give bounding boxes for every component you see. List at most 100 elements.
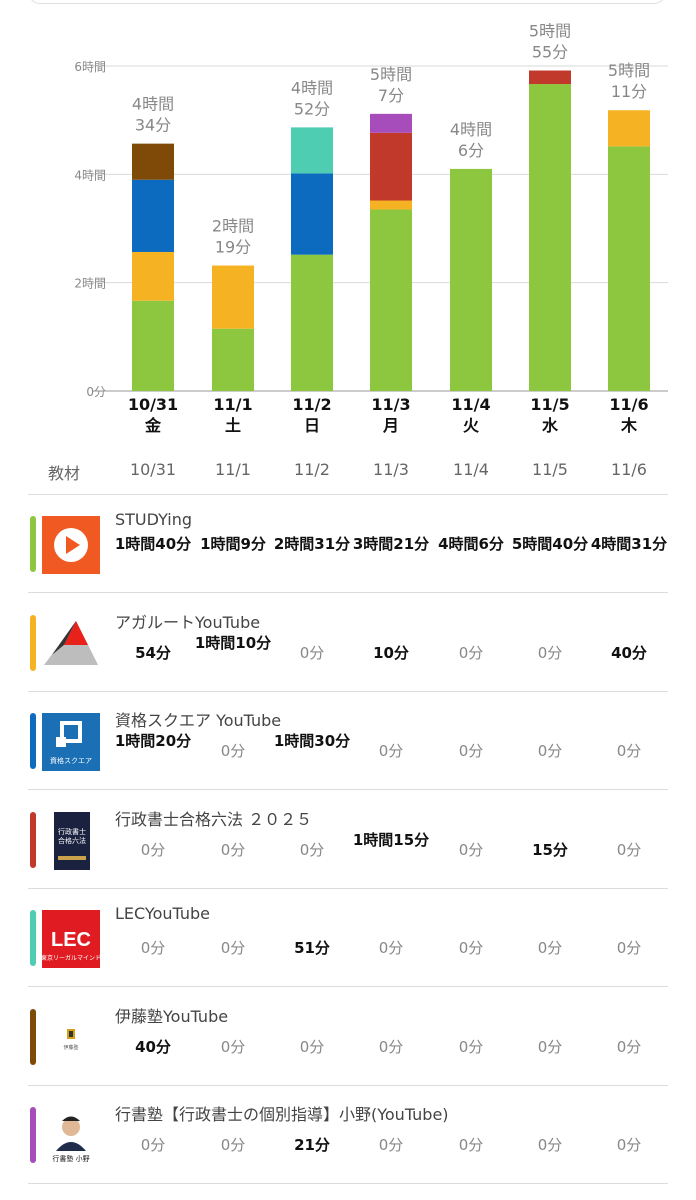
time-cell: 0分 bbox=[458, 742, 484, 760]
x-tick-weekday: 日 bbox=[304, 416, 320, 435]
material-title: 行政書士合格六法 ２０２５ bbox=[115, 809, 313, 829]
time-cell: 0分 bbox=[140, 1136, 166, 1154]
time-cell: 4時間6分 bbox=[438, 535, 504, 553]
bar-segment bbox=[529, 70, 571, 85]
y-tick-label: 4時間 bbox=[74, 168, 106, 182]
x-tick-weekday: 火 bbox=[463, 416, 480, 435]
x-tick-weekday: 金 bbox=[144, 416, 162, 435]
header-date: 11/3 bbox=[373, 460, 409, 479]
total-label-minutes: 7分 bbox=[378, 86, 404, 105]
x-tick-date: 10/31 bbox=[128, 395, 178, 414]
time-cell: 0分 bbox=[458, 1037, 484, 1056]
total-label-hours: 5時間 bbox=[370, 65, 412, 84]
time-cell: 2時間31分 bbox=[273, 535, 351, 553]
bar-segment bbox=[132, 179, 174, 252]
series-color-bar bbox=[30, 516, 36, 572]
material-title: 伊藤塾YouTube bbox=[115, 1006, 229, 1026]
svg-text:伊藤塾: 伊藤塾 bbox=[63, 1044, 78, 1051]
header-date: 11/6 bbox=[611, 460, 647, 479]
y-tick-label: 2時間 bbox=[74, 277, 106, 291]
series-color-bar bbox=[30, 910, 36, 966]
series-color-bar bbox=[30, 1107, 36, 1163]
time-cell: 0分 bbox=[537, 1136, 563, 1154]
y-tick-label: 0分 bbox=[86, 385, 106, 399]
x-tick-weekday: 土 bbox=[225, 416, 241, 435]
bar-segment bbox=[450, 168, 492, 391]
header-label: 教材 bbox=[48, 464, 81, 483]
time-cell: 0分 bbox=[299, 1037, 325, 1056]
time-cell: 0分 bbox=[537, 643, 563, 662]
time-cell: 0分 bbox=[378, 742, 404, 760]
header-date: 11/5 bbox=[532, 460, 568, 479]
itojuku-logo: 伊藤塾 bbox=[42, 1008, 100, 1067]
study-time-chart: 0分 2時間 4時間 6時間 4時間 34分 10/31 金 2時間 19分 11/1 土 4時間 52分… bbox=[74, 22, 668, 435]
time-cell: 0分 bbox=[299, 643, 325, 662]
bar-segment bbox=[291, 127, 333, 174]
x-tick-date: 11/5 bbox=[530, 395, 569, 414]
time-cell: 5時間40分 bbox=[511, 535, 589, 553]
bar-segment bbox=[132, 300, 174, 391]
bar-segment bbox=[608, 110, 650, 147]
time-cell: 0分 bbox=[458, 939, 484, 957]
bar-segment bbox=[132, 143, 174, 180]
time-cell: 51分 bbox=[294, 939, 330, 957]
material-title: 資格スクエア YouTube bbox=[115, 711, 282, 730]
x-tick-date: 11/1 bbox=[213, 395, 252, 414]
lec-logo: LEC 東京リーガルマインド bbox=[42, 910, 100, 968]
table-header: 教材 10/31 11/1 11/2 11/3 11/4 11/5 11/6 bbox=[28, 448, 668, 495]
svg-text:合格六法: 合格六法 bbox=[58, 836, 86, 845]
material-row[interactable]: 行政書士 合格六法 行政書士合格六法 ２０２５ 0分 0分 0分 1時間15分 0分 15分 0分 bbox=[28, 790, 668, 889]
time-cell: 0分 bbox=[616, 1136, 642, 1154]
time-cell: 54分 bbox=[135, 643, 171, 662]
header-date: 10/31 bbox=[129, 460, 177, 479]
y-tick-label: 6時間 bbox=[74, 60, 106, 74]
time-cell: 1時間9分 bbox=[200, 535, 266, 553]
shikaku-square-logo: 資格スクエア bbox=[42, 713, 100, 771]
material-row[interactable]: 伊藤塾 伊藤塾YouTube 40分 0分 0分 0分 0分 0分 0分 bbox=[28, 987, 668, 1086]
time-cell: 0分 bbox=[140, 939, 166, 957]
x-tick-date: 11/2 bbox=[292, 395, 331, 414]
time-cell: 1時間20分 bbox=[114, 732, 192, 750]
material-row[interactable]: 行書塾 小野 行書塾【行政書士の個別指導】小野(YouTube) 0分 0分 21分 0分… bbox=[28, 1085, 668, 1184]
bar-segment bbox=[370, 113, 412, 133]
time-cell: 40分 bbox=[611, 643, 647, 662]
material-row[interactable]: STUDYing 1時間40分 1時間9分 2時間31分 3時間21分 4時間6分 5時間4… bbox=[28, 494, 668, 593]
svg-text:行書塾 小野: 行書塾 小野 bbox=[52, 1154, 89, 1163]
time-cell: 21分 bbox=[294, 1136, 330, 1154]
x-tick-date: 11/3 bbox=[371, 395, 410, 414]
gyoshojuku-logo: 行書塾 小野 bbox=[42, 1107, 100, 1165]
x-tick-date: 11/6 bbox=[609, 395, 648, 414]
bar-segment bbox=[212, 328, 254, 391]
time-cell: 0分 bbox=[537, 742, 563, 760]
time-cell: 0分 bbox=[458, 643, 484, 662]
header-date: 11/2 bbox=[294, 460, 330, 479]
material-title: LECYouTube bbox=[115, 904, 210, 923]
time-cell: 0分 bbox=[299, 840, 325, 859]
series-color-bar bbox=[30, 713, 36, 769]
total-label-hours: 4時間 bbox=[291, 78, 333, 97]
svg-text:東京リーガルマインド: 東京リーガルマインド bbox=[42, 954, 100, 962]
bar-segment bbox=[212, 265, 254, 329]
time-cell: 0分 bbox=[378, 939, 404, 957]
material-row[interactable]: LEC 東京リーガルマインド LECYouTube 0分 0分 51分 0分 0分 0分 0分 bbox=[28, 888, 668, 987]
svg-text:資格スクエア: 資格スクエア bbox=[50, 756, 92, 765]
time-cell: 0分 bbox=[220, 939, 246, 957]
time-cell: 0分 bbox=[616, 939, 642, 957]
bar-segment bbox=[370, 200, 412, 210]
material-row[interactable]: 資格スクエア 資格スクエア YouTube 1時間20分 0分 1時間30分 0分 0分 0分… bbox=[28, 691, 668, 790]
bar-segment bbox=[529, 84, 571, 392]
bar-segment bbox=[370, 132, 412, 201]
time-cell: 0分 bbox=[220, 1037, 246, 1056]
time-cell: 0分 bbox=[616, 1037, 642, 1056]
book-cover-logo: 行政書士 合格六法 bbox=[42, 811, 100, 870]
time-cell: 0分 bbox=[458, 1136, 484, 1154]
time-cell: 3時間21分 bbox=[352, 535, 430, 553]
time-cell: 0分 bbox=[378, 1136, 404, 1154]
time-cell: 10分 bbox=[373, 643, 409, 662]
time-cell: 0分 bbox=[378, 1037, 404, 1056]
time-cell: 0分 bbox=[220, 840, 246, 859]
total-label-minutes: 6分 bbox=[458, 141, 484, 160]
material-row[interactable]: アガルートYouTube 54分 1時間10分 0分 10分 0分 0分 40分 bbox=[28, 593, 668, 692]
time-cell: 0分 bbox=[458, 840, 484, 859]
bar-segment bbox=[370, 209, 412, 391]
